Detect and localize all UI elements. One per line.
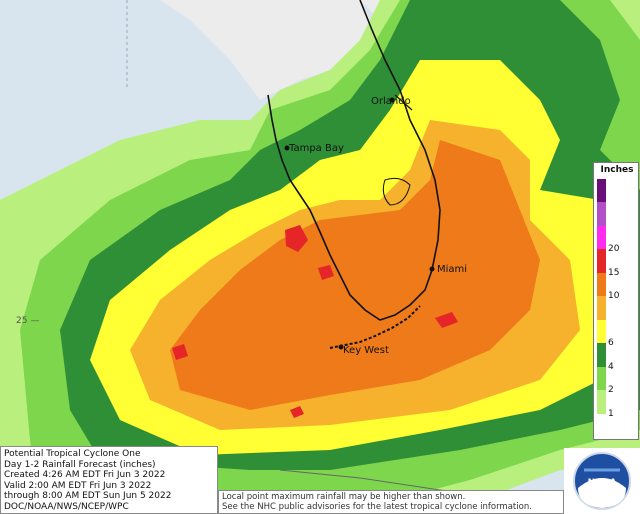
legend-label: 20 [608,244,620,255]
legend-swatch [597,296,606,320]
legend-label: 1 [608,408,614,419]
legend-swatch [597,413,606,437]
legend-title: Inches [600,165,634,175]
legend-swatch [597,202,606,226]
city-marker-miami [429,266,435,272]
legend-label: 15 [608,267,620,278]
city-marker-key-west [338,344,344,350]
info-storm-name: Potential Tropical Cyclone One [4,449,141,459]
legend-label: 6 [608,338,614,349]
logo-text: NOAA [588,478,617,488]
info-created: Created 4:26 AM EDT Fri Jun 3 2022 [4,470,166,480]
rain-spot-15in-4 [172,344,188,360]
rain-spot-15in-5 [290,406,304,418]
city-label-orlando: Orlando [371,96,411,107]
disclaimer-line-2: See the NHC public advisories for the la… [222,502,532,512]
rain-spot-15in-3 [435,312,458,328]
legend-swatch [597,225,606,250]
city-label-key-west: Key West [343,345,389,356]
disclaimer-line-1: Local point maximum rainfall may be high… [222,492,466,502]
florida-keys [329,305,421,349]
legend-swatch [597,272,606,297]
legend-swatch [597,179,606,203]
info-valid-start: Valid 2:00 AM EDT Fri Jun 3 2022 [4,480,152,491]
rain-spot-15in-1 [285,225,308,252]
info-valid-end: through 8:00 AM EDT Sun Jun 5 2022 [4,491,172,501]
lake-outline [394,94,413,111]
city-marker-orlando [389,97,395,103]
legend-swatch [597,249,606,273]
legend-swatch [597,390,606,414]
florida-coastline [267,0,441,321]
legend-swatch [597,366,606,391]
legend-label: 4 [608,361,614,372]
land-panhandle [160,0,380,100]
noaa-logo-icon: NOAA [573,452,631,510]
info-product: Day 1-2 Rainfall Forecast (inches) [4,459,156,470]
legend-color-bar [597,179,606,437]
legend-label: 10 [608,291,620,302]
legend-swatch [597,343,606,367]
noaa-logo-box: NOAA [564,448,640,514]
rainfall-legend: Inches 1 2 4 6 10 15 20 [593,162,639,440]
disclaimer-box: Local point maximum rainfall may be high… [218,490,564,514]
forecast-info-box: Potential Tropical Cyclone One Day 1-2 R… [0,446,218,514]
legend-label: 2 [608,385,614,396]
legend-swatch [597,319,606,344]
city-label-tampa-bay: Tampa Bay [288,143,344,154]
info-agency: DOC/NOAA/NWS/NCEP/WPC [4,501,129,512]
latitude-label: 25 — [16,316,39,326]
city-marker-tampa-bay [284,145,290,151]
lake-okeechobee [382,177,411,206]
rain-zone-10in [170,140,540,410]
rain-spot-15in-2 [318,265,334,280]
city-label-miami: Miami [437,264,467,275]
